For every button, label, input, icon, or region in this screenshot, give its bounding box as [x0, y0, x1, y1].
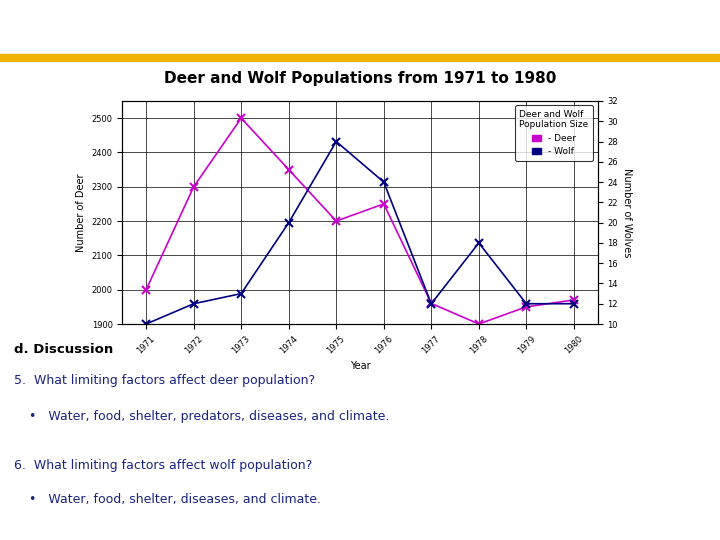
Text: •   Water, food, shelter, diseases, and climate.: • Water, food, shelter, diseases, and cl…: [29, 493, 321, 506]
Text: Key Words:: Key Words:: [7, 38, 96, 52]
Text: d. Discussion: d. Discussion: [14, 343, 114, 356]
Text: How a Predator-Prey Population Changes Over Time: How a Predator-Prey Population Changes O…: [83, 10, 447, 24]
Legend: - Deer, - Wolf: - Deer, - Wolf: [515, 105, 593, 161]
Text: Natural Resources, Limiting Factors, Carrying Capacity: Natural Resources, Limiting Factors, Car…: [83, 38, 467, 52]
X-axis label: Year: Year: [350, 361, 370, 370]
Y-axis label: Number of Deer: Number of Deer: [76, 173, 86, 252]
Y-axis label: Number of Wolves: Number of Wolves: [622, 168, 632, 257]
Text: Deer and Wolf Populations from 1971 to 1980: Deer and Wolf Populations from 1971 to 1…: [164, 71, 556, 86]
Text: Objective:: Objective:: [7, 10, 86, 24]
Text: 5.  What limiting factors affect deer population?: 5. What limiting factors affect deer pop…: [14, 374, 315, 387]
Text: •   Water, food, shelter, predators, diseases, and climate.: • Water, food, shelter, predators, disea…: [29, 410, 390, 423]
Text: 6.  What limiting factors affect wolf population?: 6. What limiting factors affect wolf pop…: [14, 459, 312, 472]
